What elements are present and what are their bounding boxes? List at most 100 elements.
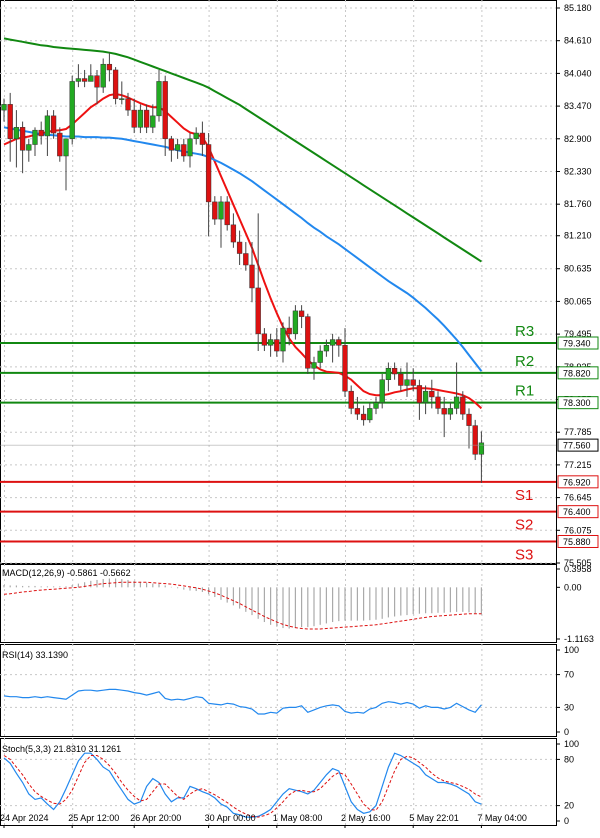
candle [422, 385, 429, 415]
candle [385, 362, 392, 392]
candle [249, 242, 255, 303]
current-price-box [557, 438, 599, 452]
rsi-line [3, 688, 482, 715]
macd-tick-label: 0.3958 [564, 564, 592, 574]
candle [212, 196, 218, 225]
candle [199, 121, 206, 156]
moving-average-line [3, 92, 483, 410]
candle-body [224, 201, 230, 226]
candle [472, 419, 478, 461]
level-name-r1: R1 [515, 383, 534, 400]
candle [360, 405, 367, 426]
candle-body [261, 333, 268, 346]
candle [63, 138, 69, 191]
candle [311, 356, 317, 380]
axes: 85.180 84.610 84.040 83.470 82.900 82.330 81.7… [0, 3, 599, 828]
stoch-k-line [3, 752, 482, 818]
candle [13, 110, 20, 168]
panel-frame [0, 738, 557, 826]
candle-body [460, 396, 466, 415]
level-price-box [557, 336, 599, 350]
candle-body [106, 63, 113, 71]
candle-body [50, 115, 57, 134]
candle [137, 104, 144, 134]
price-tick-label: 80.065 [564, 296, 592, 306]
candle [181, 138, 187, 162]
level-price-box [557, 505, 599, 519]
candle-body [367, 408, 373, 421]
stoch-tick-label: 20 [564, 801, 574, 811]
candle [131, 98, 137, 134]
level-price-label: 79.340 [563, 339, 591, 349]
candle [478, 431, 485, 483]
candle-body [422, 390, 429, 403]
candle-body [212, 201, 218, 220]
candle [292, 305, 299, 340]
candle [75, 64, 82, 88]
rsi-tick-label: 30 [564, 702, 574, 712]
candle-body [416, 385, 423, 403]
candle-body [187, 138, 193, 157]
candle-body [292, 310, 299, 335]
candle [404, 362, 410, 397]
candle-body [168, 138, 175, 151]
candle [460, 391, 466, 420]
candle-body [236, 241, 243, 254]
macd-panel: MACD(12,26,9) -0.5861 -0.5662 [2, 568, 482, 630]
candle [205, 133, 212, 237]
macd-signal-line [3, 581, 482, 630]
candle-body [317, 350, 323, 363]
rsi-tick-label: 0 [564, 727, 569, 737]
stoch-title: Stoch(5,3,3) 21.8310 31.1261 [2, 744, 121, 754]
candle-body [19, 127, 26, 151]
candle-body [100, 63, 106, 88]
candle-body [125, 98, 131, 111]
candle-body [26, 144, 32, 151]
candle [106, 52, 113, 82]
price-tick-label: 77.215 [564, 460, 592, 470]
candle [267, 333, 274, 357]
candle [236, 230, 243, 265]
candle [162, 75, 168, 156]
time-axis-label: 7 May 04:00 [477, 813, 527, 823]
stoch-panel: Stoch(5,3,3) 21.8310 31.1261 [2, 744, 482, 818]
time-axis-label: 30 Apr 00:00 [205, 813, 256, 823]
candle-body [81, 78, 88, 82]
candle [323, 339, 330, 357]
candle [466, 408, 472, 449]
candle [354, 396, 361, 420]
candle [379, 373, 385, 409]
time-axis-label: 26 Apr 20:00 [130, 813, 181, 823]
level-name-r2: R2 [515, 353, 534, 370]
candle [398, 368, 404, 392]
candle-body [385, 367, 392, 380]
candle [274, 328, 280, 357]
level-price-box [557, 534, 599, 548]
candle [57, 127, 63, 162]
candle-body [447, 408, 454, 415]
price-tick-label: 82.900 [564, 134, 592, 144]
candle-body [38, 129, 44, 137]
candle [69, 75, 75, 145]
price-tick-label: 84.040 [564, 68, 592, 78]
candle-body [398, 373, 404, 386]
candle-body [1, 104, 7, 111]
time-axis-label: 5 May 22:01 [409, 813, 459, 823]
time-axis-label: 1 May 08:00 [273, 813, 323, 823]
candle [32, 127, 38, 156]
candle [447, 402, 454, 420]
price-tick-label: 77.785 [564, 427, 592, 437]
candle [329, 333, 336, 363]
price-tick-label: 82.330 [564, 166, 592, 176]
grid [0, 0, 557, 826]
candle [7, 92, 13, 162]
rsi-tick-label: 70 [564, 670, 574, 680]
candle-body [150, 115, 156, 128]
price-tick-label: 84.610 [564, 36, 592, 46]
candle-body [119, 98, 125, 100]
candle-body [336, 339, 342, 346]
candle [94, 69, 100, 105]
candle [224, 196, 230, 231]
rsi-title: RSI(14) 33.1390 [2, 650, 68, 660]
